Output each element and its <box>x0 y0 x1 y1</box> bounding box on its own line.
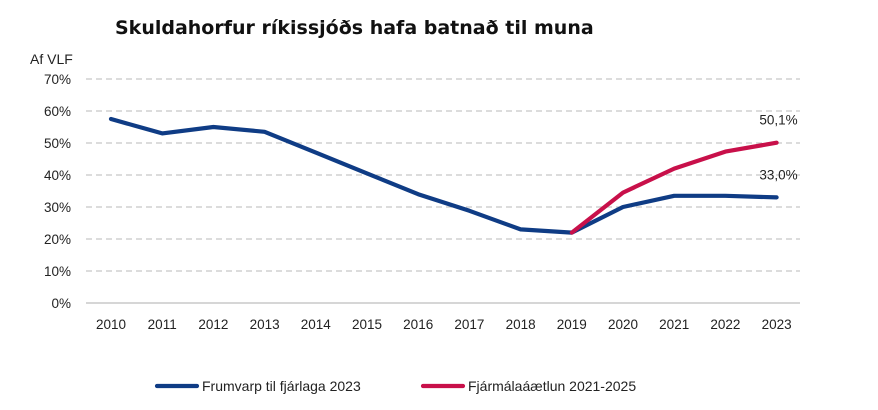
legend-label-1: Frumvarp til fjárlaga 2023 <box>202 378 361 394</box>
y-tick-label: 50% <box>44 136 71 151</box>
x-tick-label: 2016 <box>403 317 433 332</box>
y-tick-label: 20% <box>44 232 71 247</box>
x-tick-label: 2010 <box>96 317 126 332</box>
y-axis-ticks: 0% 10% 20% 30% 40% 50% 60% 70% <box>44 72 71 311</box>
x-tick-label: 2012 <box>198 317 228 332</box>
data-label: 50,1% <box>759 113 797 128</box>
series-lines <box>108 116 779 235</box>
x-tick-label: 2022 <box>710 317 740 332</box>
legend-label-2: Fjármálaáætlun 2021-2025 <box>468 378 636 394</box>
annotations: 50,1% 33,0% <box>759 113 797 183</box>
x-tick-label: 2023 <box>762 317 792 332</box>
x-tick-label: 2018 <box>506 317 536 332</box>
data-label: 33,0% <box>759 167 797 182</box>
x-tick-label: 2014 <box>301 317 332 332</box>
x-tick-label: 2013 <box>250 317 280 332</box>
y-tick-label: 40% <box>44 168 71 183</box>
x-tick-label: 2021 <box>659 317 689 332</box>
legend: Frumvarp til fjárlaga 2023 Fjármálaáætlun… <box>154 378 636 394</box>
gridlines <box>86 78 800 304</box>
y-tick-label: 0% <box>51 296 71 311</box>
series-line-1 <box>108 116 779 235</box>
x-tick-label: 2017 <box>454 317 484 332</box>
y-tick-label: 60% <box>44 104 71 119</box>
x-axis-ticks: 2010 2011 2012 2013 2014 2015 2016 2017 2018 2019… <box>96 317 792 332</box>
y-axis-unit-label: Af VLF <box>30 51 73 67</box>
x-tick-label: 2019 <box>557 317 587 332</box>
x-tick-label: 2011 <box>148 317 177 332</box>
y-tick-label: 10% <box>44 264 71 279</box>
x-tick-label: 2015 <box>352 317 382 332</box>
x-tick-label: 2020 <box>608 317 638 332</box>
series-line-2 <box>569 140 779 235</box>
y-tick-label: 70% <box>44 72 71 87</box>
y-tick-label: 30% <box>44 200 71 215</box>
chart-title: Skuldahorfur ríkissjóðs hafa batnað til … <box>115 17 594 39</box>
